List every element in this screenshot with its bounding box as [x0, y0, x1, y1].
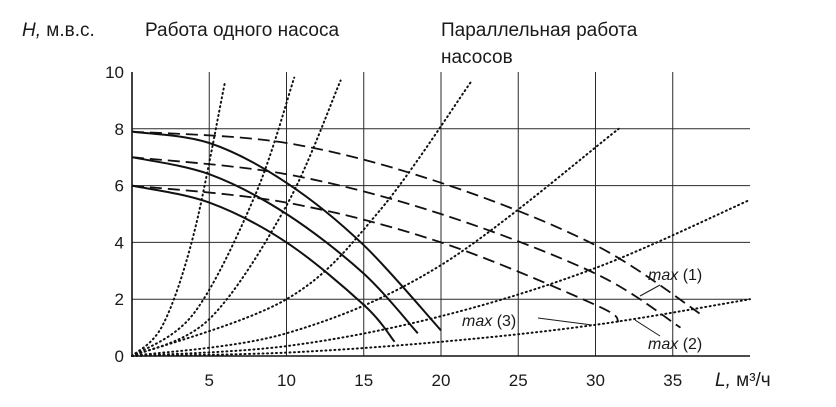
x-tick-label: 30: [586, 371, 605, 390]
system-curve: [131, 79, 342, 357]
x-axis-symbol: L,: [715, 370, 731, 391]
system-curve: [131, 79, 473, 357]
system-curve: [131, 198, 751, 357]
y-tick-labels: 0 2 4 6 8 10: [105, 63, 124, 366]
y-tick-label: 6: [115, 177, 124, 196]
svg-text:max (1): max (1): [648, 267, 702, 284]
system-curve: [131, 127, 620, 357]
header-parallel-line2: насосов: [441, 47, 513, 68]
y-tick-label: 0: [115, 347, 124, 366]
svg-text:H, м.в.с.: H, м.в.с.: [22, 20, 95, 41]
x-tick-label: 5: [205, 371, 214, 390]
curves: [131, 76, 751, 357]
y-tick-label: 8: [115, 120, 124, 139]
x-tick-label: 20: [432, 371, 451, 390]
header-single-pump: Работа одного насоса: [145, 20, 339, 41]
parallel-pump-curve: [131, 130, 705, 317]
x-tick-labels: 5 10 15 20 25 30 35: [205, 371, 683, 390]
x-tick-label: 15: [354, 371, 373, 390]
x-tick-label: 25: [509, 371, 528, 390]
svg-text:max (2): max (2): [648, 336, 702, 353]
y-tick-label: 2: [115, 290, 124, 309]
annotation-max-3: max (3): [462, 313, 593, 330]
system-curve: [131, 82, 226, 357]
x-tick-label: 10: [277, 371, 296, 390]
system-curve: [131, 298, 751, 357]
y-axis-unit: м.в.с.: [46, 20, 95, 41]
svg-text:max (3): max (3): [462, 313, 516, 330]
x-axis-unit: м³/ч: [736, 370, 771, 391]
single-pump-curve: [131, 184, 396, 343]
y-axis-symbol: H,: [22, 20, 41, 41]
x-tick-label: 35: [663, 371, 682, 390]
svg-text:L, м³/ч: L, м³/ч: [715, 370, 771, 391]
annotation-max-2: max (2): [634, 319, 702, 353]
system-curve: [131, 76, 296, 357]
y-tick-label: 10: [105, 63, 124, 82]
single-pump-curve: [131, 156, 419, 334]
x-axis-title: L, м³/ч: [715, 370, 771, 391]
parallel-pump-curve: [131, 184, 620, 323]
y-tick-label: 4: [115, 233, 124, 252]
header-parallel-line1: Параллельная работа: [441, 20, 638, 41]
parallel-pump-curve: [131, 156, 681, 329]
y-axis-title: H, м.в.с.: [22, 20, 95, 41]
single-pump-curve: [131, 130, 442, 332]
annotation-max-1: max (1): [639, 267, 702, 297]
